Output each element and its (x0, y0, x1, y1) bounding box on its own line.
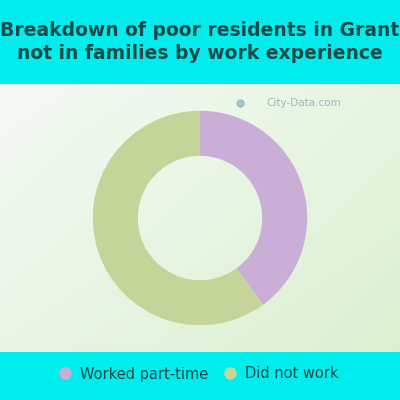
Text: Breakdown of poor residents in Grant
not in families by work experience: Breakdown of poor residents in Grant not… (0, 21, 400, 64)
Wedge shape (200, 111, 307, 305)
Wedge shape (93, 111, 263, 325)
Legend: Worked part-time, Did not work: Worked part-time, Did not work (54, 359, 346, 389)
Text: City-Data.com: City-Data.com (267, 98, 341, 108)
